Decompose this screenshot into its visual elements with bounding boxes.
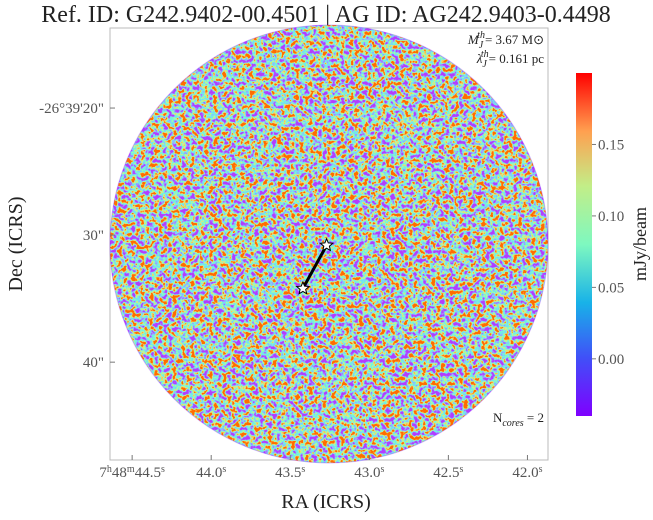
core-link <box>301 244 328 290</box>
x-tick-label: 43.0s <box>354 464 384 482</box>
colorbar-tick-label: 0.10 <box>598 209 624 225</box>
annotation: Ncores = 2 <box>493 410 544 429</box>
y-tick-label: 30" <box>83 228 104 244</box>
colorbar-tick-label: 0.00 <box>598 352 624 368</box>
x-tick-label: 42.0s <box>512 464 542 482</box>
map-edge <box>109 24 549 464</box>
core-star <box>295 280 311 295</box>
x-axis-label: RA (ICRS) <box>281 491 370 513</box>
y-tick-label: 40" <box>83 355 104 371</box>
colorbar-tick-label: 0.05 <box>598 280 624 296</box>
colorbar-tick-label: 0.15 <box>598 137 624 153</box>
x-tick-label: 43.5s <box>275 464 305 482</box>
x-tick-label: 42.5s <box>433 464 463 482</box>
x-tick-label: 7h48m44.5s <box>99 464 165 482</box>
annotation: λJth= 0.161 pc <box>476 49 544 70</box>
annotations: MJth= 3.67 M⊙λJth= 0.161 pc Ncores = 2 <box>467 30 544 429</box>
y-tick-label: -26°39'20" <box>39 101 104 117</box>
chart-title: Ref. ID: G242.9402-00.4501 | AG ID: AG24… <box>41 2 610 28</box>
x-tick-label: 44.0s <box>196 464 226 482</box>
y-axis-label: Dec (ICRS) <box>5 197 27 292</box>
colorbar <box>576 73 592 416</box>
colorbar-label: mJy/beam <box>630 207 650 281</box>
core-star <box>319 237 335 252</box>
annotation: MJth= 3.67 M⊙ <box>467 30 544 51</box>
